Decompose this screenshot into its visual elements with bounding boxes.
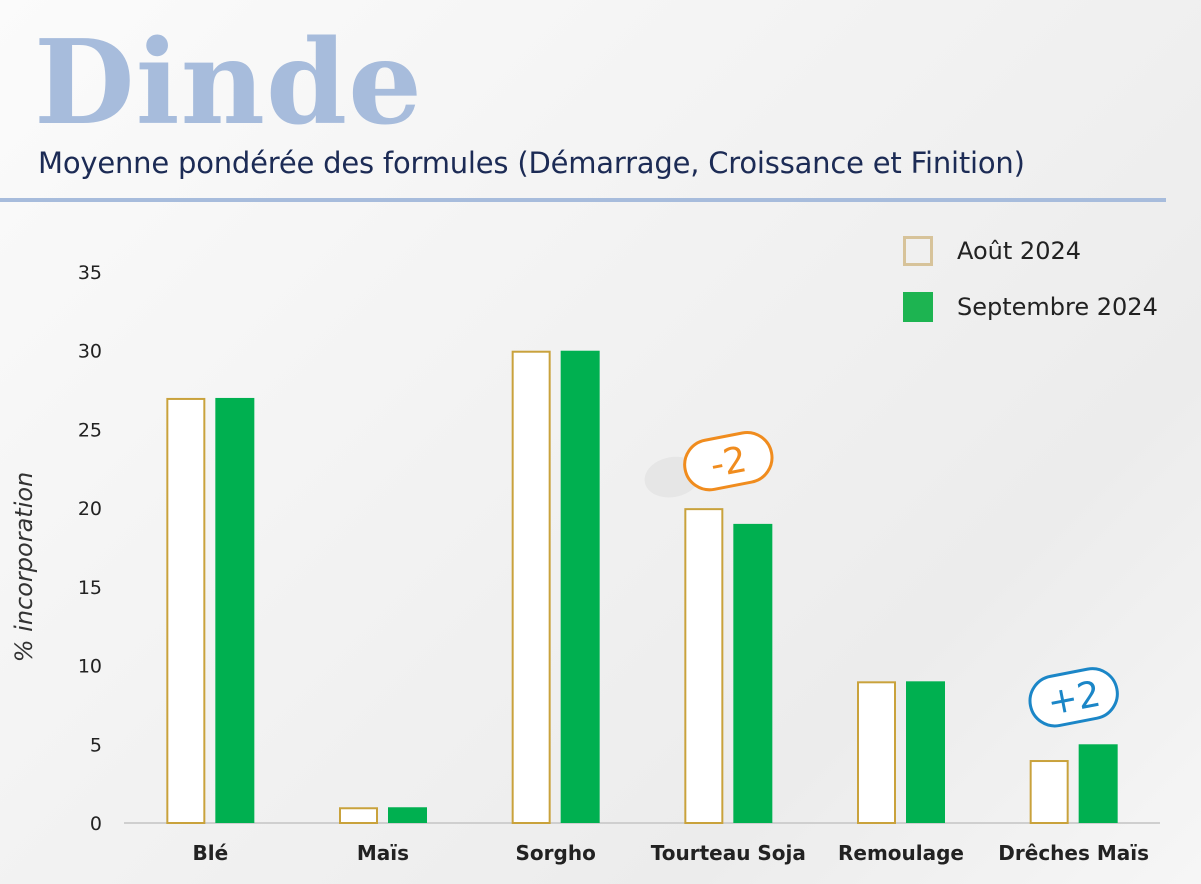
bar-aout-2024: [1029, 760, 1069, 824]
change-badge-minus-2: -2: [644, 431, 774, 498]
badge-text: -2: [707, 439, 750, 486]
bar-aout-2024: [511, 350, 551, 824]
legend-label: Septembre 2024: [957, 293, 1158, 321]
bar-aout-2024: [166, 397, 206, 824]
legend-item-septembre-2024: Septembre 2024: [903, 289, 1158, 325]
y-tick-label: 35: [78, 262, 102, 284]
y-tick-label: 15: [78, 577, 102, 599]
legend-label: Août 2024: [957, 237, 1082, 265]
bar-septembre-2024: [215, 397, 255, 823]
bar-aout-2024: [339, 807, 378, 824]
y-tick-label: 25: [78, 419, 102, 441]
bar-aout-2024: [857, 681, 896, 824]
x-tick-label: Blé: [192, 841, 228, 865]
badge-pill: [1028, 667, 1119, 728]
y-tick-label: 5: [90, 734, 102, 756]
y-tick-label: 10: [78, 656, 102, 678]
chart-subtitle: Moyenne pondérée des formules (Démarrage…: [38, 146, 1025, 180]
badge-text: +2: [1044, 674, 1104, 724]
bar-septembre-2024: [906, 681, 945, 823]
bar-septembre-2024: [1078, 744, 1118, 823]
x-tick-label: Drêches Maïs: [998, 841, 1149, 865]
x-tick-label: Tourteau Soja: [651, 841, 806, 865]
bar-septembre-2024: [560, 350, 600, 823]
bar-aout-2024: [684, 508, 724, 824]
legend-item-aout-2024: Août 2024: [903, 233, 1158, 269]
legend: Août 2024 Septembre 2024: [903, 233, 1158, 345]
y-tick-label: 0: [90, 813, 102, 835]
y-tick-label: 20: [78, 498, 102, 520]
chart-title: Dinde: [34, 15, 423, 151]
legend-swatch-filled: [903, 292, 933, 322]
bar-septembre-2024: [388, 807, 427, 823]
title-divider: [0, 198, 1166, 202]
x-tick-label: Sorgho: [516, 841, 596, 865]
x-tick-label: Maïs: [357, 841, 409, 865]
badge-pill: [683, 431, 774, 492]
y-tick-label: 30: [78, 341, 102, 363]
bar-septembre-2024: [733, 523, 773, 823]
x-tick-label: Remoulage: [838, 841, 964, 865]
change-badge-plus-2: +2: [1028, 667, 1119, 728]
legend-swatch-outline: [903, 236, 933, 266]
